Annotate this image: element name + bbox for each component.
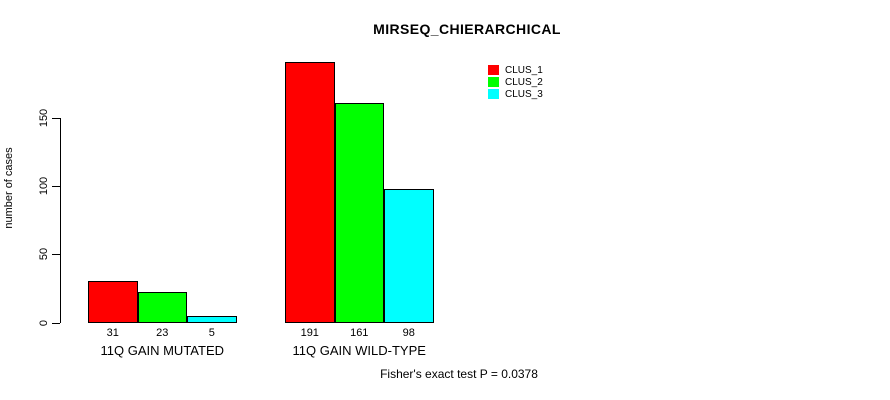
bar-clus_3-1 xyxy=(384,189,434,323)
y-tick-label: 0 xyxy=(38,319,50,327)
category-label-mutated: 11Q GAIN MUTATED xyxy=(100,343,225,358)
y-tick-mark xyxy=(52,323,60,324)
legend-label-clus1: CLUS_1 xyxy=(505,64,543,76)
legend: CLUS_1 CLUS_2 CLUS_3 xyxy=(488,64,543,100)
chart-title: MIRSEQ_CHIERARCHICAL xyxy=(373,21,561,37)
bar-clus_1-1 xyxy=(285,62,335,323)
y-tick-label: 150 xyxy=(38,108,50,128)
legend-item-clus1: CLUS_1 xyxy=(488,64,543,76)
bar-clus_2-0 xyxy=(137,292,187,323)
y-tick-mark xyxy=(52,186,60,187)
bar-clus_3-0 xyxy=(187,316,237,323)
bar-value-label: 161 xyxy=(350,327,369,339)
bar-value-label: 191 xyxy=(300,327,319,339)
bar-value-label: 23 xyxy=(156,327,169,339)
fisher-test-annotation: Fisher's exact test P = 0.0378 xyxy=(380,367,538,381)
category-label-wild-type: 11Q GAIN WILD-TYPE xyxy=(292,343,426,358)
bar-clus_2-1 xyxy=(334,103,384,323)
y-axis-label: number of cases xyxy=(3,147,15,229)
bar-clus_1-0 xyxy=(88,281,138,323)
y-tick-label: 100 xyxy=(38,176,50,196)
legend-label-clus2: CLUS_2 xyxy=(505,76,543,88)
legend-swatch-clus1-icon xyxy=(488,65,499,75)
legend-label-clus3: CLUS_3 xyxy=(505,88,543,100)
legend-item-clus3: CLUS_3 xyxy=(488,88,543,100)
legend-swatch-clus2-icon xyxy=(488,77,499,87)
y-axis-line xyxy=(60,118,61,323)
y-tick-label: 50 xyxy=(38,247,50,261)
bar-value-label: 31 xyxy=(106,327,119,339)
y-tick-mark xyxy=(52,118,60,119)
legend-swatch-clus3-icon xyxy=(488,89,499,99)
y-tick-mark xyxy=(52,254,60,255)
bar-value-label: 98 xyxy=(402,327,415,339)
bar-value-label: 5 xyxy=(208,327,215,339)
legend-item-clus2: CLUS_2 xyxy=(488,76,543,88)
